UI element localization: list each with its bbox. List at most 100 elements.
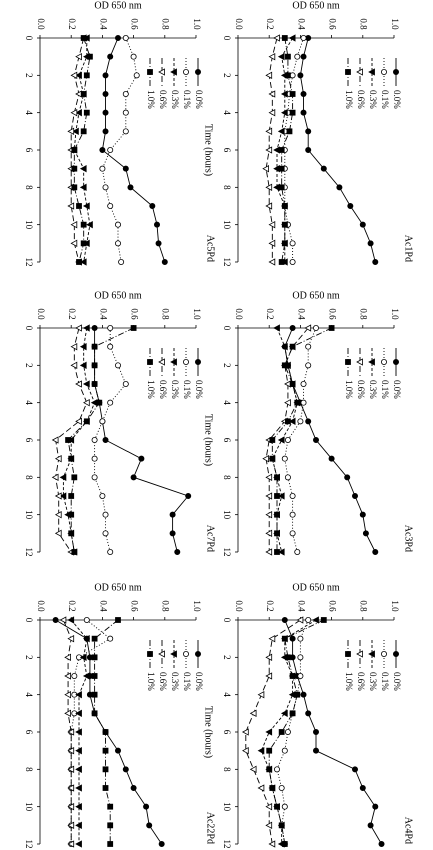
data-point (118, 258, 125, 265)
legend-marker (392, 69, 399, 76)
legend-marker (356, 68, 363, 76)
data-point (155, 240, 162, 247)
data-point (288, 34, 296, 42)
data-point (71, 184, 78, 191)
y-tick-label: 0.6 (328, 18, 338, 30)
data-point (300, 380, 307, 387)
data-point (268, 840, 276, 848)
data-point (107, 202, 114, 209)
data-point (362, 530, 369, 537)
data-point (286, 128, 293, 135)
legend-marker (182, 358, 189, 365)
x-tick-label: 2 (222, 73, 232, 78)
data-point (75, 840, 82, 848)
legend-marker (380, 69, 387, 76)
data-point (284, 474, 291, 481)
x-tick-label: 10 (24, 802, 34, 812)
legend-marker (392, 358, 399, 365)
data-point (265, 473, 273, 482)
data-point (274, 493, 280, 499)
x-tick-label: 6 (222, 148, 232, 153)
data-point (107, 146, 114, 153)
x-tick-label: 2 (24, 73, 34, 78)
y-tick-label: 0.4 (98, 308, 108, 320)
data-point (289, 109, 296, 116)
y-tick-label: 0.0 (36, 308, 46, 320)
data-point (80, 240, 87, 247)
data-point (130, 474, 137, 481)
data-point (71, 165, 78, 172)
data-point (274, 474, 280, 481)
x-tick-label: 4 (24, 400, 34, 405)
data-point (367, 240, 374, 247)
data-point (79, 183, 87, 192)
series-line (299, 37, 376, 263)
data-point (359, 511, 366, 518)
data-point (102, 766, 109, 773)
data-point (161, 258, 168, 265)
y-tick-label: 0.0 (36, 18, 46, 30)
y-tick-label: 0.2 (265, 18, 275, 29)
legend-marker (368, 68, 375, 76)
data-point (274, 549, 280, 555)
y-tick-label: 0.6 (130, 18, 140, 30)
data-point (278, 822, 285, 829)
legend-label: 0.6% (356, 380, 366, 399)
data-point (75, 52, 82, 61)
data-point (268, 90, 276, 98)
data-point (289, 673, 296, 679)
data-point (75, 108, 82, 117)
data-point (274, 511, 280, 518)
data-point (51, 436, 59, 444)
x-axis-title: Time (hours) (203, 706, 214, 758)
legend-marker (380, 651, 387, 658)
y-tick-label: 0.6 (130, 308, 140, 320)
data-point (107, 803, 114, 810)
y-axis-title: OD 650 nm (94, 290, 141, 301)
data-point (72, 127, 79, 136)
legend-label: 0.6% (158, 90, 168, 109)
data-point (79, 164, 87, 173)
data-point (285, 654, 291, 661)
data-point (102, 785, 109, 791)
data-point (91, 343, 98, 350)
data-point (153, 221, 160, 228)
legend-marker (147, 69, 153, 75)
data-point (91, 324, 98, 331)
data-point (64, 672, 71, 680)
y-tick-label: 0.4 (98, 600, 108, 612)
data-point (304, 324, 312, 332)
x-tick-label: 8 (24, 185, 34, 190)
x-tick-label: 4 (24, 692, 34, 697)
data-point (70, 239, 78, 248)
data-point (268, 239, 276, 248)
data-point (122, 165, 129, 172)
data-point (80, 221, 87, 228)
data-point (91, 691, 98, 698)
data-point (107, 324, 114, 331)
x-tick-label: 10 (222, 510, 232, 520)
data-point (130, 325, 137, 331)
x-tick-label: 4 (222, 400, 232, 405)
data-point (297, 673, 304, 680)
data-point (300, 53, 307, 60)
y-tick-label: 0.8 (359, 600, 369, 612)
legend-marker (170, 358, 177, 366)
y-tick-label: 1.0 (390, 600, 400, 612)
y-tick-label: 0.6 (130, 600, 140, 612)
data-point (107, 822, 114, 829)
data-point (372, 258, 379, 265)
data-point (285, 418, 291, 425)
data-point (289, 710, 296, 717)
data-point (297, 418, 304, 425)
x-tick-label: 4 (222, 692, 232, 697)
data-point (266, 766, 273, 773)
data-point (64, 690, 71, 699)
data-point (257, 690, 265, 699)
data-point (107, 635, 114, 642)
data-point (122, 35, 129, 42)
data-point (265, 529, 273, 538)
data-point (67, 728, 75, 736)
y-axis-title: OD 650 nm (94, 582, 141, 593)
x-tick-label: 2 (222, 655, 232, 660)
